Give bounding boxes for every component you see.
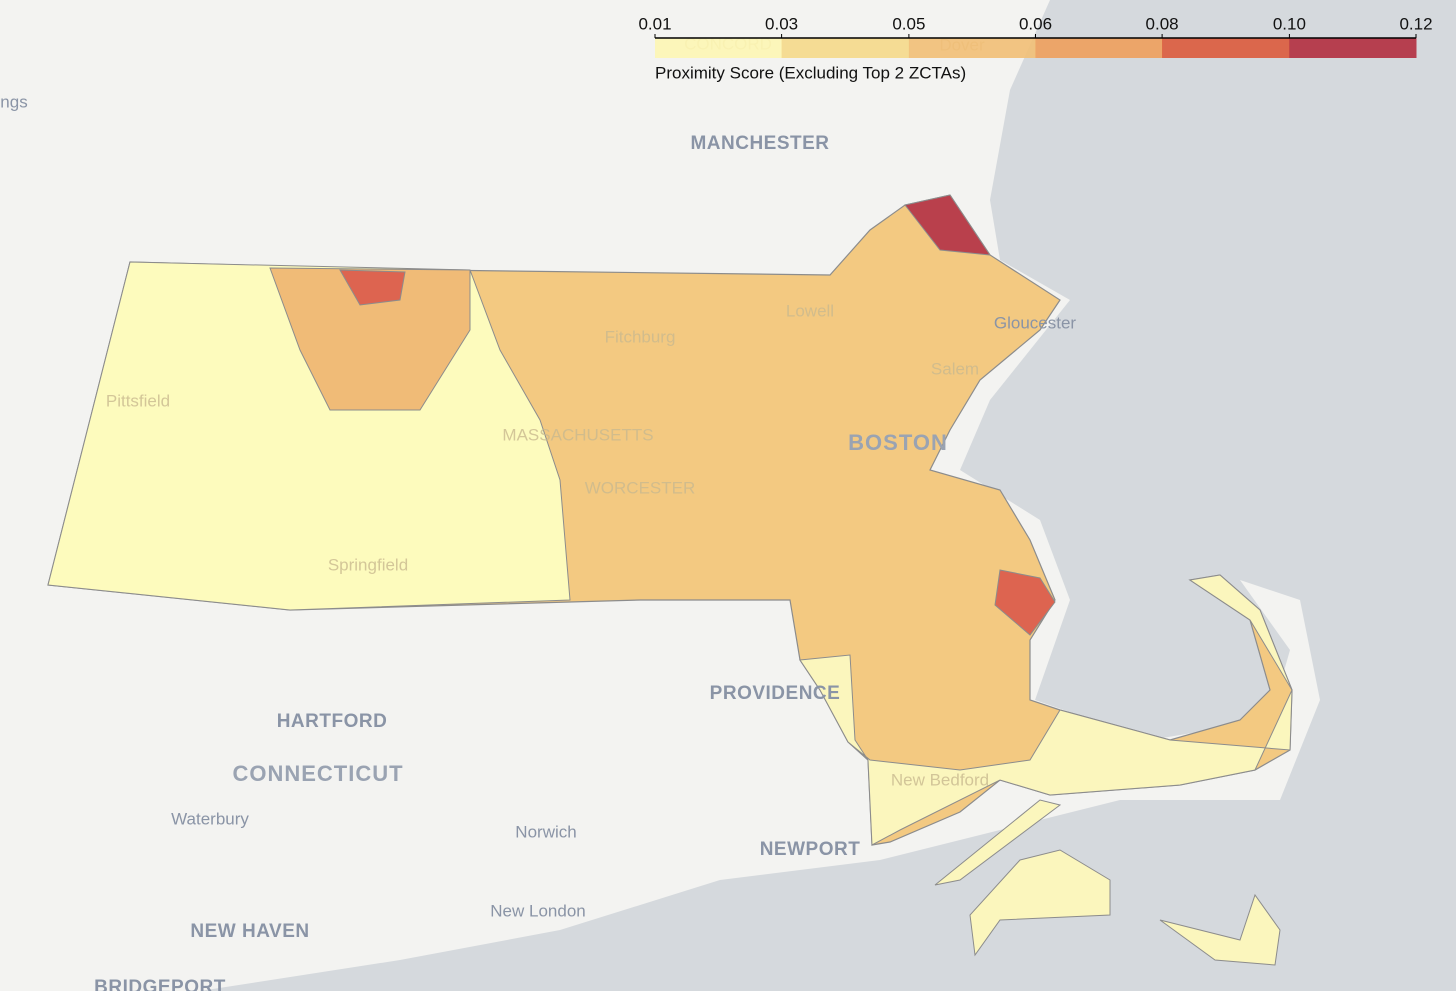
ocean	[200, 0, 1456, 991]
colorbar-tick-label: 0.12	[1399, 14, 1432, 33]
hot-zone	[904, 194, 992, 256]
place-label: New London	[490, 901, 585, 920]
place-label: NEW HAVEN	[190, 921, 309, 942]
place-label: Fitchburg	[605, 327, 676, 346]
colorbar-title: Proximity Score (Excluding Top 2 ZCTAs)	[655, 63, 966, 82]
islands	[934, 799, 1281, 966]
map-labels: MANCHESTERCONCORDDoverLowellFitchburgGlo…	[0, 34, 1076, 991]
colorbar-segment	[1035, 38, 1163, 58]
colorbar-tick-label: 0.05	[892, 14, 925, 33]
place-label: HARTFORD	[277, 711, 388, 732]
hot-zone	[339, 269, 406, 306]
place-label: Waterbury	[171, 809, 249, 828]
colorbar-segment	[781, 38, 910, 58]
colorbar-tick-label: 0.01	[638, 14, 671, 33]
place-label: Springfield	[328, 555, 408, 574]
place-label: Salem	[931, 359, 979, 378]
colorbar-tick-label: 0.10	[1273, 14, 1306, 33]
place-label: Gloucester	[994, 313, 1077, 332]
place-label: Lowell	[786, 301, 834, 320]
colorbar-segment	[655, 38, 783, 58]
hot-zone	[994, 569, 1056, 636]
place-label: BRIDGEPORT	[94, 977, 226, 991]
colorbar-segment	[1162, 38, 1290, 58]
place-label: CONNECTICUT	[232, 761, 403, 786]
colorbar-tick-label: 0.08	[1146, 14, 1179, 33]
southeast-region	[799, 574, 1293, 846]
place-label: WORCESTER	[585, 478, 696, 497]
colorbar-segment	[1289, 38, 1417, 58]
place-label: MASSACHUSETTS	[502, 425, 653, 444]
place-label: MANCHESTER	[690, 133, 829, 154]
place-label: New Bedford	[891, 770, 989, 789]
place-label: Norwich	[515, 822, 576, 841]
colorbar-segment	[908, 38, 1036, 58]
place-label: ngs	[0, 92, 27, 111]
colorbar-tick-label: 0.06	[1019, 14, 1052, 33]
place-label: PROVIDENCE	[710, 683, 841, 704]
place-label: NEWPORT	[760, 839, 861, 860]
place-label: Pittsfield	[106, 391, 170, 410]
colorbar: 0.01 0.03 0.05 0.06 0.08 0.10 0.12 Proximity Sc…	[638, 14, 1432, 82]
northern-region	[269, 267, 471, 411]
colorbar-tick-label: 0.03	[765, 14, 798, 33]
place-label: BOSTON	[848, 430, 948, 455]
